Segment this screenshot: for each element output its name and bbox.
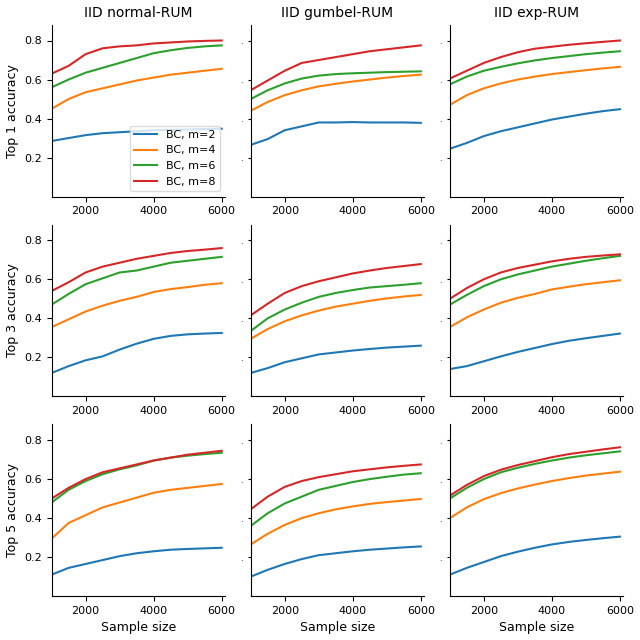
BC, m=4: [48, 105, 56, 113]
BC, m=8: [150, 40, 157, 47]
BC, m=6: [99, 64, 106, 72]
BC, m=8: [48, 70, 56, 77]
BC, m=6: [116, 59, 124, 67]
BC, m=8: [82, 51, 90, 58]
BC, m=2: [167, 126, 175, 134]
BC, m=6: [201, 42, 209, 50]
BC, m=4: [201, 67, 209, 75]
BC, m=6: [184, 44, 191, 52]
BC, m=6: [150, 49, 157, 57]
BC, m=4: [65, 95, 72, 103]
BC, m=2: [116, 129, 124, 136]
BC, m=8: [184, 38, 191, 45]
BC, m=4: [184, 69, 191, 77]
BC, m=2: [48, 137, 56, 145]
BC, m=2: [82, 131, 90, 139]
BC, m=6: [133, 54, 141, 62]
Legend: BC, m=2, BC, m=4, BC, m=6, BC, m=8: BC, m=2, BC, m=4, BC, m=6, BC, m=8: [130, 125, 220, 191]
BC, m=8: [167, 38, 175, 46]
Line: BC, m=4: BC, m=4: [52, 68, 221, 109]
BC, m=6: [82, 69, 90, 77]
X-axis label: Sample size: Sample size: [100, 621, 176, 634]
BC, m=8: [99, 44, 106, 52]
BC, m=2: [218, 125, 225, 132]
BC, m=2: [133, 127, 141, 135]
BC, m=6: [218, 42, 225, 49]
Title: IID exp-RUM: IID exp-RUM: [494, 6, 579, 20]
BC, m=2: [150, 127, 157, 134]
Y-axis label: Top 1 accuracy: Top 1 accuracy: [6, 64, 19, 157]
Line: BC, m=6: BC, m=6: [52, 45, 221, 87]
BC, m=6: [65, 76, 72, 83]
BC, m=2: [201, 125, 209, 133]
BC, m=8: [133, 42, 141, 49]
BC, m=2: [65, 134, 72, 142]
BC, m=8: [218, 36, 225, 44]
BC, m=2: [184, 125, 191, 133]
BC, m=4: [218, 65, 225, 72]
BC, m=4: [133, 77, 141, 84]
Title: IID normal-RUM: IID normal-RUM: [84, 6, 193, 20]
BC, m=4: [116, 81, 124, 88]
BC, m=4: [167, 71, 175, 79]
BC, m=8: [65, 62, 72, 70]
Y-axis label: Top 5 accuracy: Top 5 accuracy: [6, 463, 19, 557]
BC, m=4: [150, 74, 157, 81]
BC, m=4: [99, 84, 106, 92]
Title: IID gumbel-RUM: IID gumbel-RUM: [282, 6, 394, 20]
Line: BC, m=8: BC, m=8: [52, 40, 221, 74]
BC, m=6: [167, 47, 175, 54]
BC, m=4: [82, 88, 90, 96]
X-axis label: Sample size: Sample size: [499, 621, 574, 634]
BC, m=8: [116, 42, 124, 50]
Y-axis label: Top 3 accuracy: Top 3 accuracy: [6, 264, 19, 358]
Line: BC, m=2: BC, m=2: [52, 129, 221, 141]
BC, m=6: [48, 83, 56, 91]
BC, m=2: [99, 129, 106, 137]
X-axis label: Sample size: Sample size: [300, 621, 375, 634]
BC, m=8: [201, 37, 209, 45]
